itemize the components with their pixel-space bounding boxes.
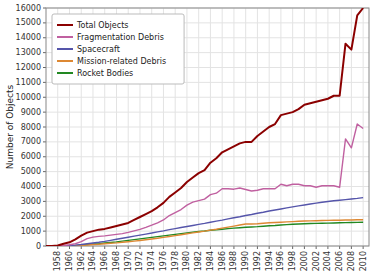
y-tick-label: 4000 [21, 182, 41, 191]
x-tick-label: 1960 [65, 251, 74, 271]
y-tick-label: 9000 [21, 108, 41, 117]
y-grid-line [46, 97, 369, 98]
y-tick-label: 5000 [21, 167, 41, 176]
y-tick-label: 16000 [16, 4, 41, 13]
x-tick-label: 1998 [288, 251, 297, 271]
chart: 0 1000 2000 3000 4000 5000 6000 7000 8000 9000 100… [0, 0, 377, 278]
x-grid-line [186, 8, 187, 246]
y-tick-label: 3000 [21, 197, 41, 206]
y-grid-line [46, 216, 369, 217]
legend-box [52, 14, 184, 84]
legend-swatch [57, 36, 73, 38]
x-tick-label: 1988 [229, 251, 238, 271]
y-tick-label: 12000 [16, 63, 41, 72]
grid [46, 8, 369, 246]
x-grid-line [222, 8, 223, 246]
x-tick-label: 1980 [182, 251, 191, 271]
x-tick-label: 2010 [359, 251, 368, 271]
legend-swatch [57, 48, 73, 50]
x-tick-label: 1984 [206, 251, 215, 271]
legend-label: Fragmentation Debris [77, 33, 164, 42]
x-tick-label: 2000 [300, 251, 309, 271]
y-tick-label: 6000 [21, 152, 41, 161]
series-lines [46, 8, 363, 246]
legend-swatch [57, 72, 73, 74]
x-grid-line [327, 8, 328, 246]
y-tick-label: 7000 [21, 137, 41, 146]
x-tick-label: 1982 [194, 251, 203, 271]
y-tick-label: 15000 [16, 18, 41, 27]
x-tick-label: 2006 [335, 251, 344, 271]
x-tick-label: 1964 [88, 251, 97, 271]
plot-background [46, 8, 369, 246]
y-tick-label: 0 [36, 242, 41, 251]
x-grid-line [304, 8, 305, 246]
legend-swatch [57, 24, 73, 26]
x-tick-label: 1978 [171, 251, 180, 271]
x-grid-line [210, 8, 211, 246]
x-grid-line [245, 8, 246, 246]
series-line [46, 198, 363, 246]
x-grid-line [257, 8, 258, 246]
y-grid-line [46, 171, 369, 172]
x-tick-label: 1996 [276, 251, 285, 271]
x-tick-label: 2002 [312, 251, 321, 271]
y-grid-line [46, 141, 369, 142]
y-grid-line [46, 127, 369, 128]
x-grid-line [292, 8, 293, 246]
y-tick-label: 2000 [21, 212, 41, 221]
x-tick-label: 1992 [253, 251, 262, 271]
y-tick-label: 13000 [16, 48, 41, 57]
axes: 0 1000 2000 3000 4000 5000 6000 7000 8000 9000 100… [16, 4, 368, 272]
x-grid-line [280, 8, 281, 246]
y-tick-label: 1000 [21, 227, 41, 236]
x-grid-line [339, 8, 340, 246]
x-tick-label: 1968 [112, 251, 121, 271]
legend-label: Spacecraft [77, 45, 120, 54]
x-grid-line [316, 8, 317, 246]
y-tick-label: 10000 [16, 93, 41, 102]
x-grid-line [198, 8, 199, 246]
legend-label: Rocket Bodies [77, 69, 133, 78]
y-grid-line [46, 112, 369, 113]
x-grid-line [363, 8, 364, 246]
legend: Total Objects Fragmentation Debris Spacecr… [52, 14, 184, 84]
y-grid-line [46, 156, 369, 157]
plot-frame [46, 8, 369, 246]
x-tick-label: 2008 [347, 251, 356, 271]
legend-label: Mission-related Debris [77, 57, 166, 66]
x-tick-label: 1986 [218, 251, 227, 271]
x-tick-label: 1970 [124, 251, 133, 271]
x-tick-label: 1976 [159, 251, 168, 271]
x-grid-line [233, 8, 234, 246]
legend-swatch [57, 60, 73, 62]
x-tick-label: 1972 [135, 251, 144, 271]
y-tick-label: 14000 [16, 33, 41, 42]
y-tick-label: 11000 [16, 78, 41, 87]
x-tick-label: 1974 [147, 251, 156, 271]
series-line [46, 124, 363, 246]
y-grid-line [46, 201, 369, 202]
legend-label: Total Objects [76, 21, 128, 30]
series-line [46, 8, 363, 246]
x-tick-label: 1962 [77, 251, 86, 271]
y-axis-label: Number of Objects [5, 84, 15, 169]
x-tick-label: 1966 [100, 251, 109, 271]
x-tick-label: 2004 [323, 251, 332, 271]
x-tick-label: 1990 [241, 251, 250, 271]
x-tick-label: 1994 [265, 251, 274, 271]
x-tick-label: 1958 [53, 251, 62, 271]
y-tick-label: 8000 [21, 123, 41, 132]
